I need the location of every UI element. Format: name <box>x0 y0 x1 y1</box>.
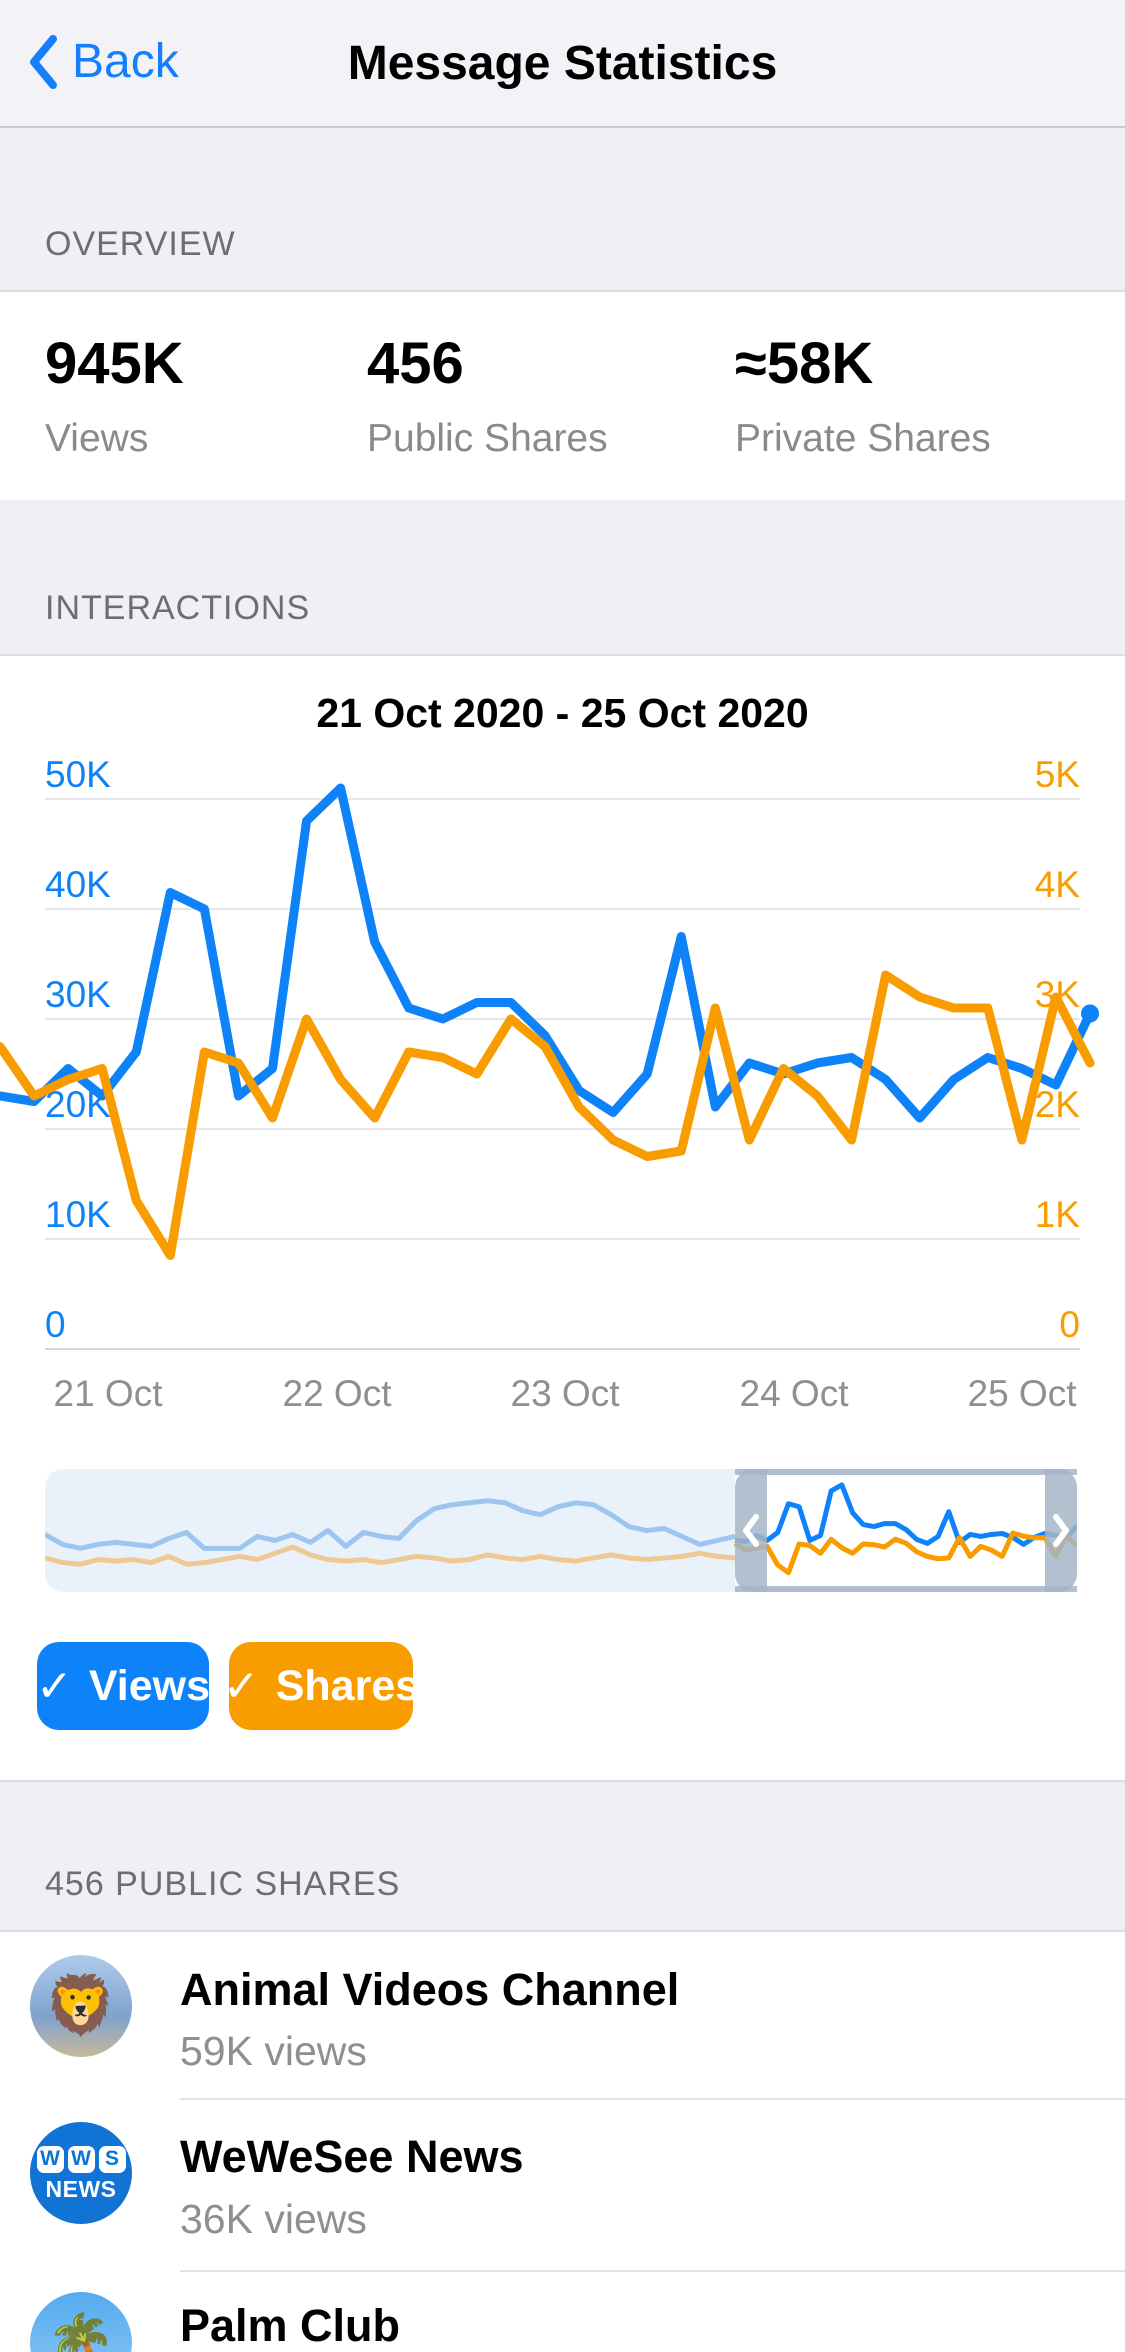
x-axis-tick: 24 Oct <box>740 1373 850 1414</box>
series-shares <box>0 970 1095 1260</box>
stat-public-shares-label: Public Shares <box>367 417 608 460</box>
avatar: 🦁 <box>30 1955 132 2057</box>
check-icon: ✓ <box>36 1661 73 1711</box>
stat-private-shares: ≈58K Private Shares <box>735 330 991 461</box>
minimap-views-line <box>734 1482 1077 1547</box>
stat-views-value: 945K <box>45 331 184 396</box>
chevron-right-icon <box>1053 1514 1069 1547</box>
selection-right-handle[interactable] <box>1045 1469 1077 1592</box>
wws-caption: NEWS <box>45 2175 117 2202</box>
minimap-faded-views-line <box>45 1498 736 1551</box>
left-axis-tick: 0 <box>45 1304 66 1345</box>
chevron-left-icon <box>30 35 57 89</box>
channel-title: Animal Videos Channel <box>180 1964 680 2015</box>
channel-title: WeWeSee News <box>180 2131 524 2182</box>
page-title: Message Statistics <box>347 37 778 90</box>
palm-emoji-icon: 🌴 <box>46 2311 116 2352</box>
stat-private-shares-value: ≈58K <box>735 331 874 396</box>
x-axis-tick: 21 Oct <box>54 1373 164 1414</box>
nav-bar: Back Message Statistics <box>0 0 1125 128</box>
x-axis-tick: 25 Oct <box>968 1373 1078 1414</box>
stat-views-label: Views <box>45 417 149 460</box>
stat-public-shares: 456 Public Shares <box>367 330 608 461</box>
right-axis-tick: 2K <box>1035 1084 1081 1125</box>
left-axis-tick: 50K <box>45 758 111 795</box>
check-icon: ✓ <box>222 1661 260 1711</box>
series-views <box>0 783 1095 1123</box>
chart-range-scrubber[interactable] <box>45 1469 1077 1592</box>
left-axis-tick: 30K <box>45 974 111 1015</box>
right-axis-tick: 4K <box>1035 864 1081 905</box>
overview-section-band: OVERVIEW <box>0 128 1125 292</box>
channel-views: 36K views <box>180 2196 367 2242</box>
selection-bottom-bar <box>735 1586 1077 1592</box>
stat-private-shares-label: Private Shares <box>735 417 991 460</box>
back-label: Back <box>72 35 179 88</box>
stat-views: 945K Views <box>45 330 184 461</box>
stat-public-shares-value: 456 <box>367 331 464 396</box>
public-shares-section-band: 456 PUBLIC SHARES <box>0 1782 1125 1932</box>
channel-title: Palm Club <box>180 2300 401 2351</box>
left-axis-tick: 40K <box>45 864 111 905</box>
right-axis-tick: 5K <box>1035 758 1081 795</box>
avatar: 🌴 <box>30 2292 132 2352</box>
minimap-faded-shares-line <box>45 1544 736 1567</box>
shares-toggle-label: Shares <box>275 1661 420 1710</box>
x-axis-tick: 23 Oct <box>511 1373 621 1414</box>
selection-left-handle[interactable] <box>735 1469 767 1592</box>
shares-toggle-button[interactable]: ✓ Shares <box>223 1642 419 1730</box>
last-point-dot <box>1081 1004 1099 1023</box>
left-axis-tick: 10K <box>45 1194 111 1235</box>
overview-section-label: OVERVIEW <box>45 225 236 263</box>
x-axis-tick: 22 Oct <box>283 1373 393 1414</box>
divider <box>0 1780 1125 1782</box>
chevron-left-icon <box>743 1514 759 1547</box>
avatar: W W S NEWS <box>30 2122 132 2224</box>
divider <box>180 2098 1125 2100</box>
divider <box>180 2270 1125 2272</box>
views-toggle-button[interactable]: ✓ Views <box>36 1642 211 1730</box>
interactions-section-label: INTERACTIONS <box>45 589 311 627</box>
right-axis-tick: 1K <box>1035 1194 1081 1235</box>
selection-top-bar <box>735 1469 1077 1475</box>
back-button[interactable]: Back <box>28 32 179 92</box>
views-toggle-label: Views <box>88 1661 211 1710</box>
chart-date-range-title: 21 Oct 2020 - 25 Oct 2020 <box>316 690 809 736</box>
interactions-section-band: INTERACTIONS <box>0 500 1125 656</box>
public-shares-section-label: 456 PUBLIC SHARES <box>45 1865 401 1903</box>
right-axis-tick: 0 <box>1059 1304 1080 1345</box>
channel-views: 59K views <box>180 2028 367 2074</box>
minimap-shares-line <box>733 1530 1077 1576</box>
lion-emoji-icon: 🦁 <box>44 1973 118 2038</box>
wws-logo-icon: W W S <box>36 2145 126 2173</box>
